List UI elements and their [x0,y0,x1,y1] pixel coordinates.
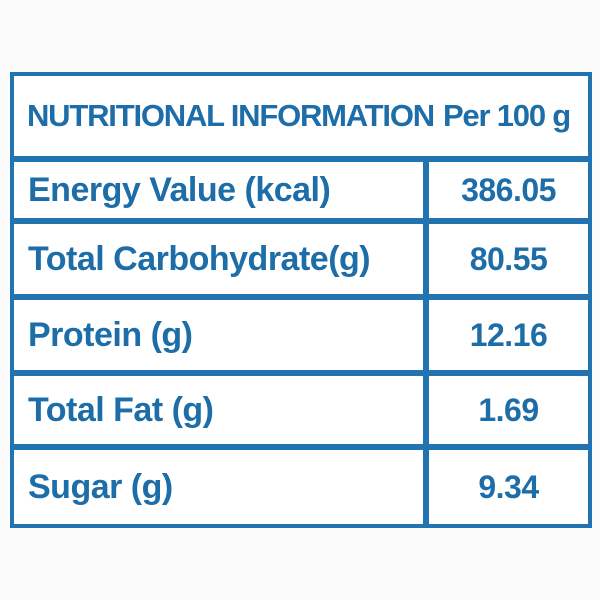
row-value-fat: 1.69 [478,391,539,428]
row-label-carbohydrate: Total Carbohydrate(g) [14,224,429,294]
row-label-protein: Protein (g) [14,300,429,370]
table-row-energy: Energy Value (kcal) 386.05 [14,156,588,218]
row-label-energy: Energy Value (kcal) [14,162,429,218]
table-title: NUTRITIONAL INFORMATION [27,98,435,133]
row-label-sugar: Sugar (g) [14,450,429,524]
row-value-carbohydrate: 80.55 [469,240,548,277]
nutrition-table: NUTRITIONAL INFORMATION Per 100 g Energy… [10,72,592,528]
row-value-sugar: 9.34 [478,468,539,505]
table-row-fat: Total Fat (g) 1.69 [14,370,588,444]
table-row-protein: Protein (g) 12.16 [14,294,588,370]
row-value-protein: 12.16 [469,316,548,353]
row-label-fat: Total Fat (g) [14,376,429,444]
table-header-row: NUTRITIONAL INFORMATION Per 100 g [14,76,588,156]
table-row-sugar: Sugar (g) 9.34 [14,444,588,524]
table-unit-per-100g: Per 100 g [442,98,571,133]
row-value-energy: 386.05 [461,171,556,208]
table-row-carbohydrate: Total Carbohydrate(g) 80.55 [14,218,588,294]
